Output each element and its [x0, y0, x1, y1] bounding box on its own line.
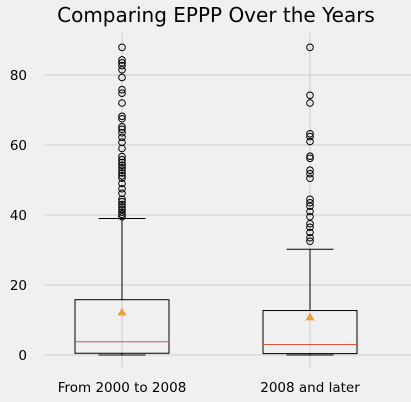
- outlier-point: [306, 237, 314, 246]
- mean-marker: [117, 307, 127, 316]
- outlier-point: [306, 91, 314, 100]
- outlier-point: [118, 184, 126, 193]
- outlier-point: [306, 233, 314, 242]
- outlier-point: [306, 198, 314, 207]
- outlier-point: [118, 138, 126, 146]
- outlier-point: [118, 73, 126, 82]
- grid: [45, 33, 411, 369]
- box-group: [74, 43, 170, 356]
- outlier-point: [118, 208, 126, 216]
- x-tick-label: 2008 and later: [260, 380, 360, 396]
- outlier-point: [306, 137, 314, 146]
- outlier-point: [118, 99, 126, 107]
- outlier-point: [306, 207, 314, 216]
- outlier-point: [118, 163, 126, 172]
- outlier-point: [118, 58, 126, 67]
- y-tick-label: 0: [18, 348, 27, 364]
- outlier-point: [118, 174, 126, 183]
- outlier-point: [306, 43, 314, 52]
- outlier-point: [306, 130, 314, 138]
- outlier-point: [118, 161, 126, 170]
- x-tick-label: From 2000 to 2008: [58, 380, 187, 396]
- y-tick-label: 60: [10, 138, 27, 154]
- outlier-point: [118, 155, 126, 164]
- outlier-point: [118, 133, 126, 142]
- outlier-point: [306, 195, 314, 204]
- outlier-point: [306, 154, 314, 163]
- outlier-point: [306, 228, 314, 237]
- outlier-point: [118, 125, 126, 134]
- outlier-point: [118, 195, 126, 204]
- outlier-point: [118, 210, 126, 219]
- outlier-point: [118, 158, 126, 167]
- outlier-point: [118, 56, 126, 64]
- outlier-point: [118, 85, 126, 94]
- x-axis: From 2000 to 2008 2008 and later: [58, 380, 360, 396]
- box-group: [262, 43, 358, 356]
- mean-marker: [305, 312, 315, 321]
- outlier-point: [118, 212, 126, 221]
- outlier-point: [118, 200, 126, 209]
- outlier-point: [118, 114, 126, 123]
- outlier-point: [118, 61, 126, 70]
- outlier-point: [118, 128, 126, 137]
- outlier-point: [118, 112, 126, 121]
- outlier-point: [118, 123, 126, 131]
- outlier-point: [306, 152, 314, 160]
- outlier-point: [306, 223, 314, 232]
- boxes: [74, 43, 358, 356]
- y-tick-label: 40: [10, 208, 27, 224]
- outlier-point: [306, 166, 314, 174]
- outlier-point: [306, 99, 314, 107]
- outlier-point: [306, 212, 314, 221]
- outlier-point: [118, 89, 126, 97]
- outlier-point: [118, 43, 126, 52]
- outlier-point: [118, 166, 126, 174]
- outlier-point: [118, 179, 126, 188]
- outlier-point: [118, 189, 126, 198]
- outlier-point: [306, 174, 314, 183]
- chart-title: Comparing EPPP Over the Years: [57, 3, 375, 27]
- outlier-point: [118, 197, 126, 206]
- outlier-point: [306, 169, 314, 178]
- outlier-point: [306, 132, 314, 141]
- y-axis: 0 20 40 60 80: [10, 68, 27, 364]
- y-tick-label: 80: [10, 68, 27, 84]
- y-tick-label: 20: [10, 278, 27, 294]
- outlier-point: [118, 203, 126, 211]
- outlier-point: [118, 205, 126, 214]
- outlier-point: [118, 169, 126, 177]
- outlier-point: [118, 172, 126, 180]
- outlier-point: [118, 152, 126, 161]
